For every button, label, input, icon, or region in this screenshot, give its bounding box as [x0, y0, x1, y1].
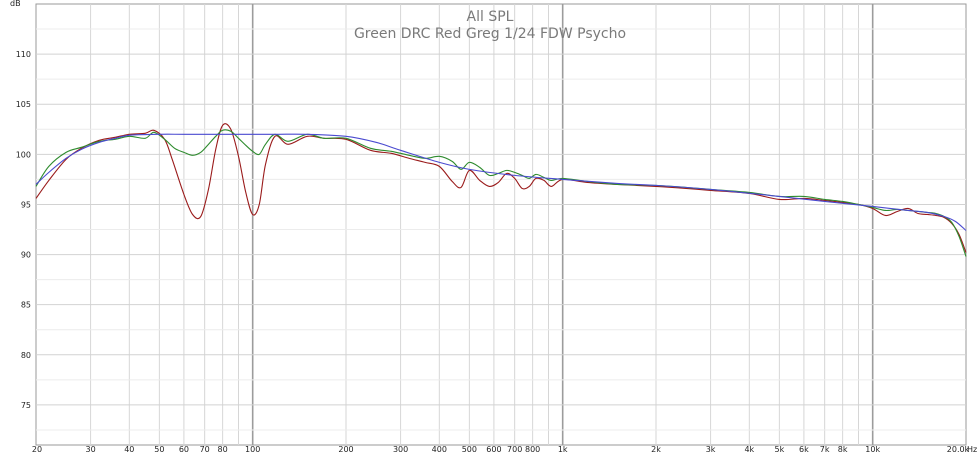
y-tick-label: 80 — [21, 351, 31, 360]
x-tick-label: 400 — [432, 445, 447, 454]
x-tick-label: 40 — [124, 445, 134, 454]
x-tick-label: 100 — [245, 445, 260, 454]
x-tick-label: 800 — [525, 445, 540, 454]
y-tick-label: 75 — [21, 401, 31, 410]
y-unit-label: dB — [10, 0, 21, 8]
series-line-blue — [35, 133, 967, 231]
y-tick-label: 105 — [16, 100, 31, 109]
chart-title: All SPL — [467, 9, 514, 25]
x-tick-label: 6k — [799, 445, 809, 454]
x-tick-label: 300 — [393, 445, 408, 454]
x-tick-label: 20 — [32, 445, 42, 454]
y-tick-label: 90 — [21, 251, 31, 260]
x-tick-label: 70 — [200, 445, 210, 454]
y-tick-label: 110 — [16, 50, 31, 59]
x-tick-label: 1k — [558, 445, 568, 454]
x-tick-label: 500 — [462, 445, 477, 454]
x-tick-label: 8k — [838, 445, 848, 454]
x-tick-label: 2k — [651, 445, 661, 454]
x-tick-label: 7k — [820, 445, 830, 454]
x-tick-label: 4k — [744, 445, 754, 454]
x-tick-label: 50 — [154, 445, 164, 454]
series-line-green — [35, 129, 967, 257]
x-tick-label: 5k — [774, 445, 784, 454]
grid-layer — [35, 3, 967, 446]
x-tick-label: 200 — [338, 445, 353, 454]
x-tick-label: 20.0k — [947, 445, 970, 454]
chart-subtitle: Green DRC Red Greg 1/24 FDW Psycho — [354, 26, 626, 42]
series-layer — [35, 123, 967, 257]
x-tick-label: 600 — [486, 445, 501, 454]
y-tick-label: 85 — [21, 301, 31, 310]
plot-area — [35, 3, 967, 446]
label-layer: 75 80 85 90 95 100 105 110 20 30 40 50 60 70 80 100 200 3… — [16, 50, 970, 454]
x-tick-label: 60 — [179, 445, 189, 454]
y-tick-label: 100 — [16, 150, 31, 159]
x-tick-label: 3k — [706, 445, 716, 454]
x-tick-label: 10k — [865, 445, 880, 454]
x-tick-label: 80 — [218, 445, 228, 454]
x-tick-label: 700 — [507, 445, 522, 454]
x-unit-label: Hz — [967, 445, 977, 454]
x-tick-label: 30 — [85, 445, 95, 454]
y-tick-label: 95 — [21, 200, 31, 209]
